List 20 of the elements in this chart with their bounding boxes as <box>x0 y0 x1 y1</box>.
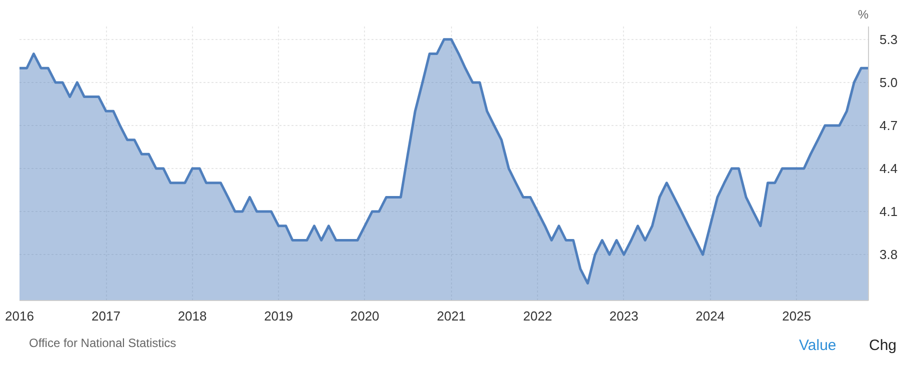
y-tick-label: 4.4 <box>880 161 898 176</box>
x-tick-label: 2016 <box>5 308 34 324</box>
text: Value <box>799 336 836 356</box>
x-tick-label: 2017 <box>92 308 120 324</box>
x-tick-label: 2023 <box>609 308 638 324</box>
text: Chg <box>869 336 897 356</box>
y-tick-label: 4.1 <box>880 204 898 220</box>
x-tick-label: 2025 <box>782 308 812 324</box>
x-tick-label: 2018 <box>178 308 207 324</box>
y-tick-label: 3.8 <box>880 247 898 262</box>
y-axis-title: % <box>858 8 869 22</box>
y-tick-label: 5.0 <box>880 74 898 90</box>
x-tick-label: 2020 <box>350 308 380 324</box>
x-tick-label: 2021 <box>436 308 466 324</box>
x-tick-label: 2022 <box>523 308 552 324</box>
x-tick-label: 2024 <box>696 308 725 324</box>
x-tick-label: 2019 <box>264 308 294 324</box>
text: Office for National Statistics <box>29 335 176 352</box>
y-tick-label: 5.3 <box>880 32 898 47</box>
y-tick-label: 4.7 <box>880 118 898 133</box>
